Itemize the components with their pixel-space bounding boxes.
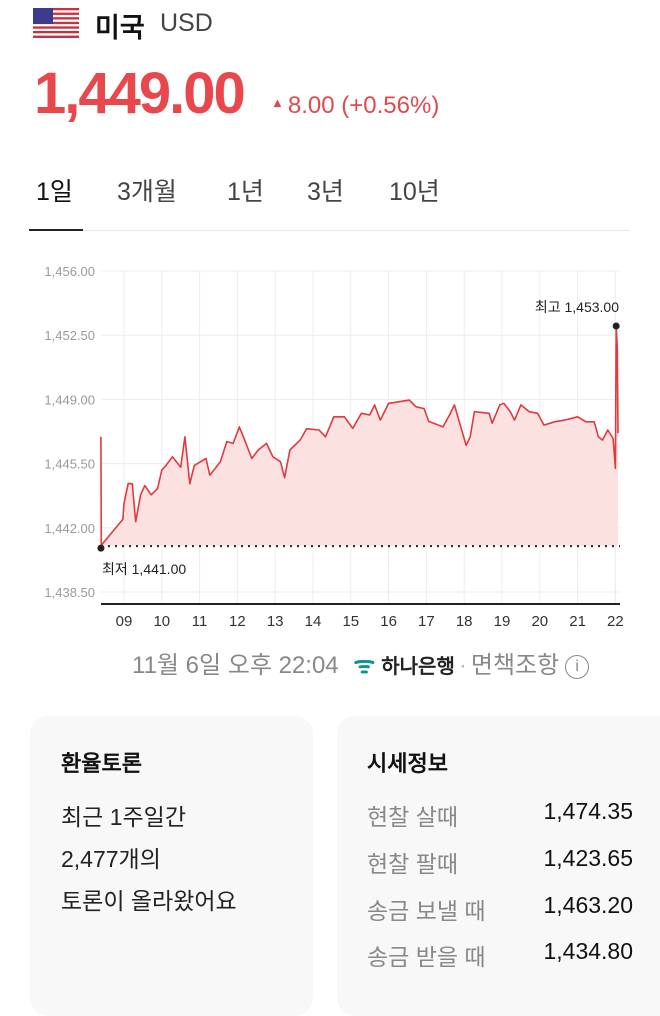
x-tick-label: 12 <box>229 613 246 630</box>
tab-1day[interactable]: 1일 <box>36 178 73 206</box>
row-value: 1,474.35 <box>543 798 633 824</box>
tab-divider <box>83 230 630 231</box>
current-rate: 1,449.00 <box>34 61 246 126</box>
x-tick-label: 18 <box>456 613 473 630</box>
debate-card[interactable]: 환율토론 최근 1주일간 2,477개의 토론이 올라왔어요 <box>30 716 313 1016</box>
us-flag-icon <box>33 8 79 38</box>
x-tick-label: 17 <box>418 613 435 630</box>
bank-name: 하나은행 <box>381 656 455 678</box>
info-icon[interactable]: i <box>565 655 590 679</box>
row-label: 송금 보낼 때 <box>367 898 486 924</box>
y-tick-label: 1,442.00 <box>44 521 95 536</box>
y-tick-label: 1,438.50 <box>44 585 95 600</box>
tab-3months[interactable]: 3개월 <box>117 178 177 206</box>
x-tick-label: 21 <box>569 613 586 630</box>
debate-title: 환율토론 <box>61 751 142 776</box>
area-fill <box>100 326 619 547</box>
up-triangle-icon: ▲ <box>271 95 284 110</box>
hana-bank-logo-icon: ᯤ <box>353 652 376 679</box>
row-value: 1,434.80 <box>543 938 633 964</box>
y-tick-label: 1,445.50 <box>44 457 95 472</box>
tab-10years[interactable]: 10년 <box>389 178 440 206</box>
y-tick-label: 1,452.50 <box>44 328 95 343</box>
tab-3years[interactable]: 3년 <box>307 178 344 206</box>
currency-code: USD <box>160 9 213 37</box>
row-label: 현찰 팔때 <box>367 851 459 877</box>
x-tick-label: 15 <box>342 613 359 630</box>
period-tabs: 1일 3개월 1년 3년 10년 <box>0 172 660 232</box>
market-info-title: 시세정보 <box>367 751 448 776</box>
row-label: 송금 받을 때 <box>367 944 486 970</box>
row-label: 현찰 살때 <box>367 804 459 830</box>
rate-chart[interactable]: 1,456.00 1,452.50 1,449.00 1,445.50 1,442.00… <box>0 250 660 635</box>
max-marker <box>612 322 620 330</box>
max-label: 최고 1,453.00 <box>535 299 619 315</box>
rate-change: ▲ 8.00 (+0.56%) <box>271 92 439 120</box>
chart-footer: 11월 6일 오후 22:04 ᯤ 하나은행 · 면책조항 i <box>132 645 590 681</box>
x-tick-label: 13 <box>267 613 284 630</box>
country-name: 미국 <box>95 13 145 43</box>
debate-line: 토론이 올라왔어요 <box>61 888 237 914</box>
x-tick-label: 22 <box>607 613 624 630</box>
timestamp: 11월 6일 오후 22:04 <box>132 652 339 679</box>
active-tab-indicator <box>29 229 83 231</box>
y-tick-label: 1,449.00 <box>44 392 95 407</box>
tab-1year[interactable]: 1년 <box>227 178 264 206</box>
x-tick-label: 20 <box>531 613 548 630</box>
debate-line: 최근 1주일간 <box>61 804 186 830</box>
change-value: 8.00 (+0.56%) <box>287 92 440 119</box>
x-tick-label: 10 <box>153 613 170 630</box>
x-tick-label: 19 <box>494 613 511 630</box>
row-value: 1,463.20 <box>543 892 633 918</box>
separator: · <box>458 652 467 679</box>
x-tick-label: 14 <box>305 613 322 630</box>
min-marker <box>97 544 105 552</box>
y-tick-label: 1,456.00 <box>44 264 95 279</box>
debate-summary: 최근 1주일간 2,477개의 토론이 올라왔어요 <box>61 796 237 922</box>
x-tick-label: 16 <box>380 613 397 630</box>
disclaimer-link[interactable]: 면책조항 <box>470 652 560 679</box>
row-value: 1,423.65 <box>543 845 633 871</box>
x-tick-label: 09 <box>116 613 133 630</box>
market-info-card: 시세정보 현찰 살때 1,474.35 현찰 팔때 1,423.65 송금 보낼 때… <box>337 716 660 1016</box>
min-label: 최저 1,441.00 <box>102 561 186 577</box>
price-line <box>100 326 619 547</box>
debate-line: 2,477개의 <box>61 846 161 872</box>
x-tick-label: 11 <box>192 613 208 630</box>
